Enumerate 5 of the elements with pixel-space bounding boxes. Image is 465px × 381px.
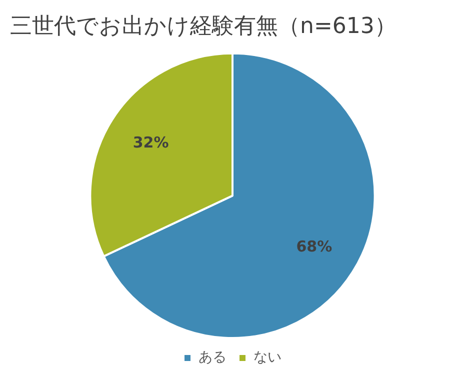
- legend-label: ある: [198, 350, 226, 366]
- data-label: 68%: [296, 237, 332, 256]
- data-label: 32%: [132, 134, 169, 152]
- legend-label: ない: [254, 350, 282, 366]
- chart-title: 三世代でお出かけ経験有無（n=613）: [10, 14, 396, 39]
